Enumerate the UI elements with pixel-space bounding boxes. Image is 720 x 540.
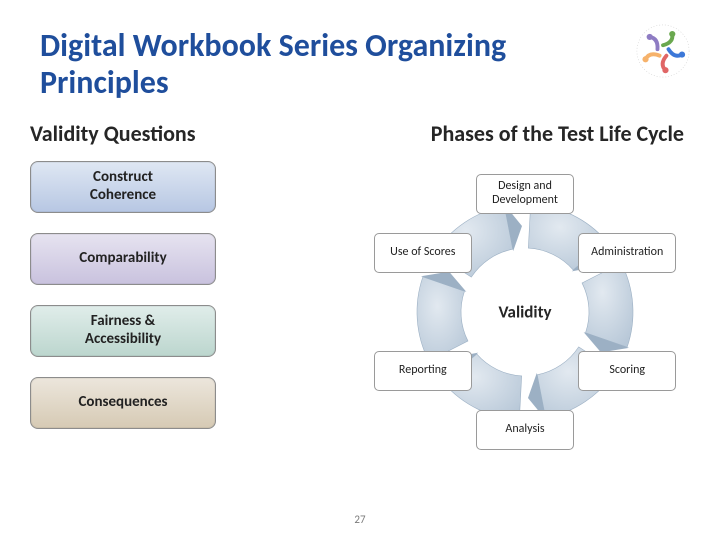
phase-box: Administration (578, 233, 676, 273)
validity-question-box: Comparability (30, 233, 216, 285)
brand-logo-icon (634, 22, 692, 80)
validity-question-box: Fairness &Accessibility (30, 305, 216, 357)
phase-box: Analysis (476, 410, 574, 450)
cycle-center-label: Validity (498, 301, 551, 322)
validity-question-box: ConstructCoherence (30, 161, 216, 213)
page-number: 27 (354, 513, 365, 526)
validity-questions-heading: Validity Questions (30, 120, 260, 147)
slide-title: Digital Workbook Series Organizing Princ… (0, 0, 560, 110)
validity-question-box: Consequences (30, 377, 216, 429)
test-life-cycle-diagram: Validity Design andDevelopmentAdministra… (370, 157, 680, 467)
phase-box: Design andDevelopment (476, 174, 574, 214)
phase-box: Scoring (578, 351, 676, 391)
phases-heading: Phases of the Test Life Cycle (260, 120, 690, 147)
phase-box: Reporting (374, 351, 472, 391)
validity-questions-column: Validity Questions ConstructCoherence Com… (30, 120, 260, 467)
phase-box: Use of Scores (374, 233, 472, 273)
phases-column: Phases of the Test Life Cycle Validity D… (260, 120, 690, 467)
